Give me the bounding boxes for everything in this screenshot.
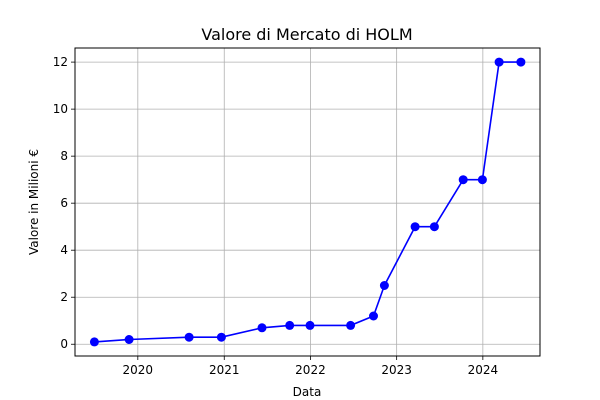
data-point xyxy=(216,332,226,342)
data-point xyxy=(369,311,378,321)
data-point xyxy=(257,323,267,333)
x-tick-label: 2022 xyxy=(295,363,326,377)
data-point xyxy=(494,57,504,67)
data-point xyxy=(89,337,99,347)
y-tick-label: 12 xyxy=(53,55,68,69)
data-point xyxy=(429,222,439,232)
x-axis: 2020 2021 2022 2023 2024 xyxy=(123,356,499,377)
data-point xyxy=(379,281,389,290)
data-point xyxy=(458,175,468,185)
y-axis: 0 2 4 6 8 10 12 xyxy=(53,55,75,351)
y-tick-label: 10 xyxy=(53,102,68,116)
series-layer xyxy=(89,57,526,347)
x-tick-label: 2020 xyxy=(123,363,154,377)
plot-area-frame xyxy=(74,47,541,357)
x-tick-label: 2024 xyxy=(468,363,499,377)
x-tick-label: 2021 xyxy=(209,363,240,377)
y-tick-label: 0 xyxy=(60,337,68,351)
y-tick-label: 4 xyxy=(60,243,68,257)
y-tick-label: 6 xyxy=(60,196,68,210)
data-point xyxy=(124,335,134,344)
data-point xyxy=(477,175,487,185)
y-tick-label: 8 xyxy=(60,149,68,163)
data-point xyxy=(346,320,356,330)
data-point xyxy=(184,332,194,342)
y-tick-label: 2 xyxy=(60,290,68,304)
chart-title: Valore di Mercato di HOLM xyxy=(201,25,412,44)
y-axis-title: Valore in Milioni € xyxy=(27,149,41,255)
data-point xyxy=(410,222,420,232)
grid xyxy=(75,48,540,356)
x-tick-label: 2023 xyxy=(381,363,412,377)
data-point xyxy=(516,57,526,67)
x-axis-title: Data xyxy=(293,385,322,399)
data-point xyxy=(285,320,295,330)
series-line xyxy=(94,61,521,343)
data-point xyxy=(305,320,315,330)
